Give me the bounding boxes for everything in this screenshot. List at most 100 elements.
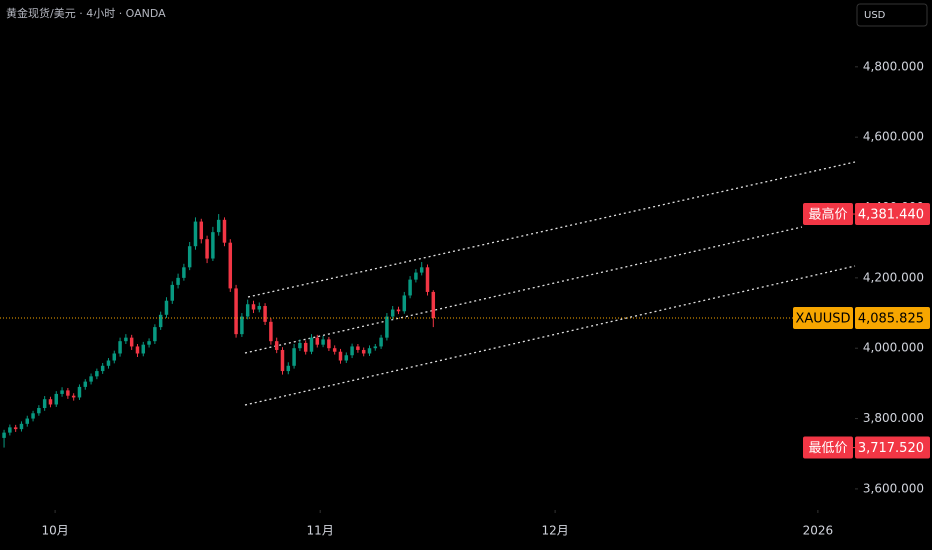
channel-middle — [244, 226, 803, 354]
candle-body — [367, 348, 372, 354]
candle-body — [37, 408, 41, 414]
channel-upper — [247, 161, 856, 298]
candle-body — [274, 341, 279, 350]
candle-body — [153, 327, 157, 342]
candle-body — [77, 386, 82, 398]
candle-body — [158, 314, 163, 328]
candle-body — [48, 399, 53, 405]
candle-body — [332, 348, 337, 352]
candle-body — [112, 353, 117, 361]
candle-body — [106, 360, 111, 366]
candle-body — [71, 395, 76, 398]
candle-body — [31, 413, 35, 419]
candle-body — [350, 346, 354, 356]
candle-body — [263, 306, 267, 322]
marker-name-box — [793, 307, 853, 330]
candle-body — [419, 267, 424, 273]
candle-body — [431, 291, 436, 319]
candle-body — [396, 309, 401, 312]
candle-body — [100, 365, 105, 372]
candle-body — [361, 349, 366, 354]
candle-body — [147, 341, 151, 345]
candle-body — [286, 365, 291, 372]
candle-body — [390, 309, 395, 317]
candle-body — [176, 277, 180, 285]
candle-body — [19, 423, 24, 430]
candle-body — [251, 304, 256, 310]
candle-body — [298, 342, 302, 349]
candle-body — [234, 288, 238, 335]
candle-body — [356, 346, 360, 350]
marker-value-box — [855, 436, 930, 459]
candle-body — [408, 279, 412, 296]
candle-body — [373, 346, 378, 349]
candle-body — [89, 376, 93, 382]
candle-body — [228, 242, 233, 289]
candle-body — [321, 339, 325, 345]
candle-body — [338, 351, 343, 361]
y-tick-label: 4,600.000 — [863, 130, 924, 144]
candle-body — [216, 219, 221, 233]
candle-body — [8, 427, 12, 433]
marker-name-box — [803, 436, 853, 459]
candle-body — [402, 295, 407, 312]
candle-body — [425, 267, 430, 292]
candle-body — [280, 349, 285, 372]
candle-body — [187, 246, 192, 268]
channel — [244, 161, 856, 406]
x-tick-label: 11月 — [307, 524, 334, 538]
marker-name: 最低价 — [808, 441, 847, 456]
marker-value: 4,085.825 — [858, 312, 924, 327]
x-tick-label: 2026 — [803, 524, 834, 538]
candle-body — [269, 321, 273, 342]
candle-body — [414, 272, 418, 280]
channel-lower — [244, 265, 856, 406]
y-tick-label: 3,800.000 — [863, 411, 924, 425]
candle-body — [222, 219, 227, 243]
candle-body — [25, 418, 30, 424]
candle-body — [327, 339, 331, 349]
candle-body — [344, 355, 349, 361]
candle-body — [164, 300, 169, 315]
x-tick-label: 12月 — [541, 524, 568, 538]
candle-body — [205, 239, 209, 259]
candle-body — [83, 381, 88, 387]
candle-body — [199, 221, 204, 240]
candle-body — [182, 267, 186, 278]
candle-body — [95, 371, 99, 377]
candle-body — [240, 316, 244, 335]
candle-body — [124, 337, 128, 342]
currency-label[interactable]: USD — [864, 10, 886, 21]
candle-body — [309, 337, 314, 352]
marker-value: 4,381.440 — [858, 208, 924, 223]
candle-body — [13, 427, 18, 430]
candle-body — [66, 390, 70, 396]
candle-body — [42, 399, 47, 408]
y-tick-label: 4,200.000 — [863, 270, 924, 284]
candle-body — [170, 284, 175, 301]
candle-body — [54, 393, 59, 405]
candle-body — [303, 342, 308, 352]
candle-body — [257, 306, 262, 310]
marker-name: XAUUSD — [795, 312, 850, 327]
candle-body — [292, 348, 296, 366]
y-tick-label: 4,800.000 — [863, 59, 924, 73]
candle-body — [60, 390, 64, 394]
candle-body — [129, 337, 134, 347]
candle-body — [118, 341, 122, 354]
candle-body — [141, 344, 146, 354]
marker-name-box — [803, 203, 853, 226]
candle-body — [193, 221, 198, 247]
symbol-title: 黄金现货/美元 · 4小时 · OANDA — [6, 6, 166, 20]
candle-body — [2, 432, 6, 438]
currency-button[interactable] — [856, 3, 928, 27]
y-tick-label: 3,600.000 — [863, 481, 924, 495]
marker-value-box — [855, 203, 930, 226]
candle-body — [245, 304, 250, 317]
marker-value: 3,717.520 — [858, 441, 924, 456]
candle-body — [135, 346, 140, 354]
marker-value-box — [855, 307, 930, 330]
y-tick-label: 4,000.000 — [863, 341, 924, 355]
